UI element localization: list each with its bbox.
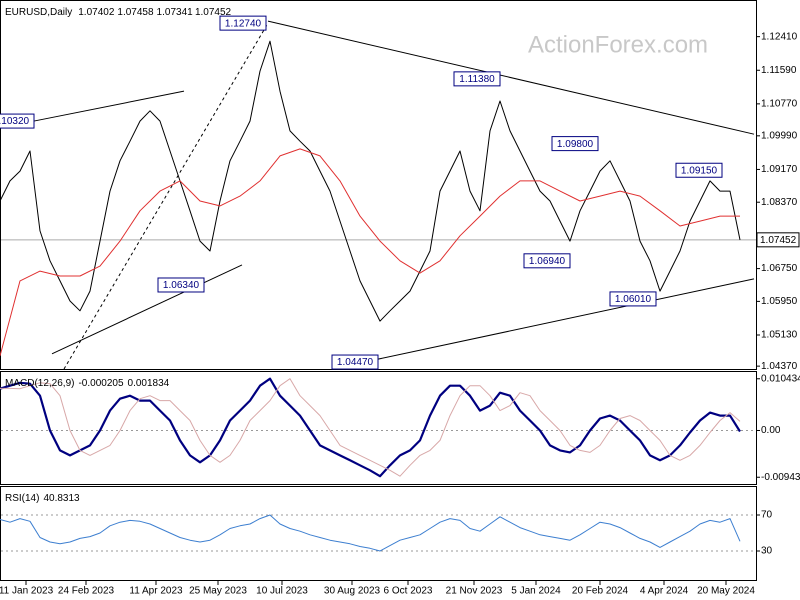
x-tick-label: 25 May 2023 (189, 586, 247, 597)
indicator-value: 40.8313 (43, 493, 80, 504)
x-tick-label: 20 Feb 2024 (572, 586, 629, 597)
x-tick-label: 11 Jan 2023 (0, 586, 54, 597)
x-tick-label: 20 May 2024 (697, 586, 755, 597)
main-series-line (0, 514, 741, 552)
current-price-label: 1.07452 (760, 235, 797, 246)
x-tick-label: 30 Aug 2023 (324, 586, 381, 597)
current-price-box (756, 232, 800, 248)
x-tick-label: 21 Nov 2023 (446, 586, 503, 597)
secondary-series-line (0, 378, 741, 477)
macd-panel-frame (0, 371, 757, 485)
y-tick-label: 0.00 (761, 425, 781, 436)
y-tick-label: 30 (761, 546, 773, 557)
y-tick-label: 1.04370 (761, 361, 798, 372)
price-label: 1.06340 (163, 280, 200, 291)
price-label-box (331, 354, 379, 370)
price-label: 1.10320 (0, 116, 30, 127)
price-label-box (609, 291, 657, 307)
y-tick-label: 1.06750 (761, 263, 798, 274)
y-tick-label: 1.09170 (761, 164, 798, 175)
trend-line (267, 20, 755, 135)
panel-header: RSI(14) 40.8313 (5, 493, 80, 504)
price-label-box (453, 71, 501, 87)
ohlc-value: 1.07458 (117, 7, 154, 18)
price-label-box (157, 277, 205, 293)
price-label: 1.04470 (337, 357, 374, 368)
price-label: 1.06940 (529, 256, 566, 267)
secondary-series-line (0, 148, 740, 357)
price-label: 1.06010 (615, 294, 652, 305)
indicator-value: -0.000205 (78, 378, 123, 389)
main-series-line (0, 40, 741, 322)
price-label-box (523, 253, 571, 269)
y-tick-label: -0.009436 (761, 472, 800, 483)
watermark: ActionForex.com (528, 31, 708, 58)
x-tick-label: 4 Apr 2024 (640, 586, 689, 597)
price-label-box (551, 136, 599, 152)
indicator-value: 0.001834 (128, 378, 170, 389)
main-series-line (0, 377, 741, 478)
y-tick-label: 0.010434 (761, 373, 800, 384)
trend-line (377, 278, 755, 360)
panel-header: EURUSD,Daily 1.07402 1.07458 1.07341 1.07452 (5, 7, 232, 18)
y-tick-label: 70 (761, 510, 773, 521)
ohlc-value: 1.07452 (195, 7, 232, 18)
x-tick-label: 5 Jan 2024 (511, 586, 561, 597)
y-tick-label: 1.10770 (761, 99, 798, 110)
y-tick-label: 1.05130 (761, 330, 798, 341)
x-tick-label: 24 Feb 2023 (58, 586, 115, 597)
ohlc-value: 1.07402 (78, 7, 115, 18)
y-tick-label: 1.09990 (761, 130, 798, 141)
price-label-box (675, 162, 723, 178)
price-label: 1.09800 (557, 139, 594, 150)
trend-line (33, 90, 185, 122)
price-label-box (0, 113, 35, 129)
trend-line (63, 22, 269, 370)
trend-line (51, 264, 243, 355)
y-tick-label: 1.08370 (761, 197, 798, 208)
x-tick-label: 6 Oct 2023 (384, 586, 433, 597)
y-tick-label: 1.05950 (761, 296, 798, 307)
price-label: 1.11380 (459, 74, 495, 85)
panel-title: RSI(14) (5, 493, 39, 504)
price-label: 1.12740 (225, 18, 262, 29)
panel-header: MACD(12,26,9) -0.000205 0.001834 (5, 378, 170, 389)
ohlc-value: 1.07341 (157, 7, 194, 18)
y-tick-label: 1.12410 (761, 31, 798, 42)
panel-title: EURUSD,Daily (5, 7, 72, 18)
y-tick-label: 1.11590 (761, 65, 797, 76)
panel-title: MACD(12,26,9) (5, 378, 74, 389)
x-tick-label: 11 Apr 2023 (129, 586, 183, 597)
x-tick-label: 10 Jul 2023 (256, 586, 308, 597)
rsi-panel-frame (0, 486, 757, 581)
price-label-box (219, 15, 267, 31)
price-label: 1.09150 (681, 165, 718, 176)
